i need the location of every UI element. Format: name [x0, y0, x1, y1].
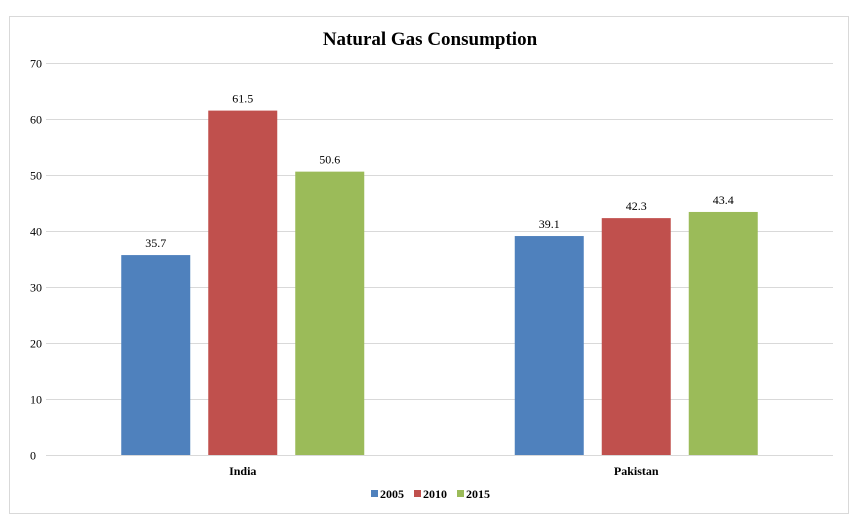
legend-label: 2005 [380, 487, 404, 501]
y-tick-label: 0 [30, 449, 36, 463]
legend-swatch-2010 [414, 490, 421, 497]
data-label: 50.6 [319, 153, 340, 167]
data-label: 39.1 [539, 217, 560, 231]
legend-label: 2015 [466, 487, 490, 501]
data-label: 43.4 [713, 193, 734, 207]
x-tick-label: India [229, 464, 256, 478]
y-tick-label: 20 [30, 337, 42, 351]
y-axis-ticks: 0 10 20 30 40 50 60 70 [30, 57, 42, 463]
legend-swatch-2005 [371, 490, 378, 497]
x-tick-label: Pakistan [614, 464, 659, 478]
bar-2010-pakistan [601, 218, 671, 455]
legend: 2005 2010 2015 [371, 487, 490, 501]
chart-title: Natural Gas Consumption [323, 29, 538, 50]
bar-2005-pakistan [514, 236, 584, 455]
data-label: 42.3 [626, 199, 647, 213]
y-tick-label: 70 [30, 57, 42, 71]
bar-2005-india [121, 255, 191, 455]
legend-swatch-2015 [457, 490, 464, 497]
data-label: 35.7 [145, 236, 166, 250]
y-tick-label: 50 [30, 169, 42, 183]
bar-2010-india [208, 110, 278, 455]
x-axis-ticks: India Pakistan [229, 464, 659, 478]
legend-label: 2010 [423, 487, 447, 501]
y-tick-label: 60 [30, 113, 42, 127]
y-tick-label: 10 [30, 393, 42, 407]
y-tick-label: 30 [30, 281, 42, 295]
data-label: 61.5 [232, 92, 253, 106]
bar-2015-pakistan [688, 211, 758, 455]
bars: 35.7 61.5 50.6 39.1 42.3 43.4 [121, 92, 758, 455]
y-tick-label: 40 [30, 225, 42, 239]
bar-2015-india [295, 171, 365, 455]
